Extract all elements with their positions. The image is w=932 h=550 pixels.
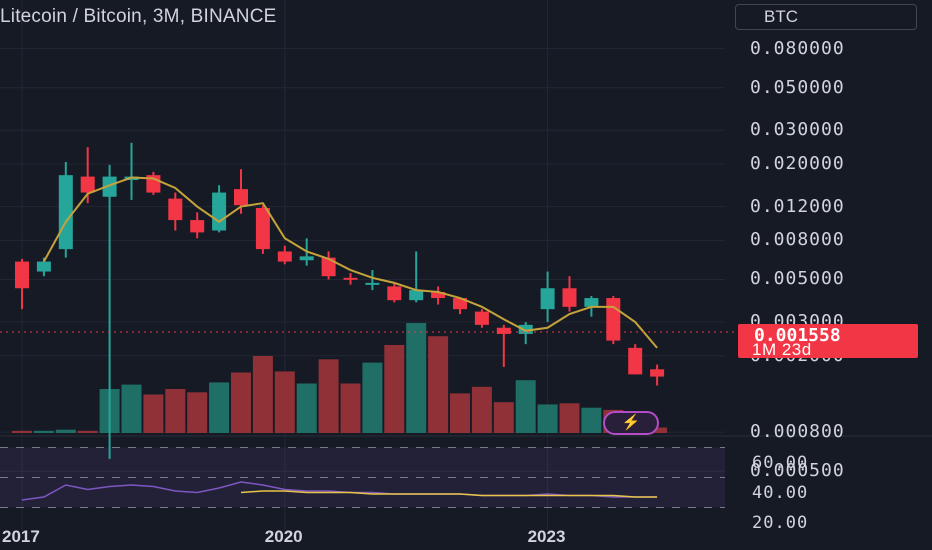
volume-bar xyxy=(362,362,383,433)
candle-body xyxy=(212,192,227,231)
rsi-band xyxy=(0,435,932,508)
time-tick-label: 2023 xyxy=(527,527,566,546)
candle-body xyxy=(453,298,467,310)
candle-body xyxy=(102,176,117,197)
candle-body xyxy=(190,220,205,233)
volume-bar xyxy=(77,430,98,433)
price-tick-label: 0.012000 xyxy=(750,195,845,217)
currency-button[interactable]: BTC xyxy=(735,4,917,30)
volume-bar xyxy=(296,383,317,433)
candle-body xyxy=(650,369,665,377)
volume-bar xyxy=(493,402,514,433)
rsi-tick-label: 40.00 xyxy=(752,482,809,503)
candle-body xyxy=(474,311,489,325)
volume-bar xyxy=(165,389,186,433)
candle-body xyxy=(562,288,577,307)
volume-bar xyxy=(121,384,142,433)
candle-body xyxy=(518,324,533,334)
candle-body xyxy=(36,261,51,272)
volume-bar xyxy=(187,392,208,433)
volume-bar xyxy=(471,386,492,433)
volume-bar xyxy=(559,403,580,433)
volume-bar xyxy=(581,407,602,433)
volume-bar xyxy=(55,429,76,433)
volume-bar xyxy=(428,336,449,433)
volume-bar xyxy=(209,382,230,433)
last-price-badge: 0.001558 1M 23d xyxy=(738,324,918,359)
candle-body xyxy=(234,189,248,206)
price-tick-label: 0.050000 xyxy=(750,76,845,98)
chart-title: Litecoin / Bitcoin, 3M, BINANCE xyxy=(0,6,277,27)
volume-bar xyxy=(537,404,558,433)
last-price-value: 0.001558 xyxy=(754,325,841,346)
price-tick-label: 0.000500 xyxy=(750,460,845,482)
price-tick-label: 0.080000 xyxy=(750,37,845,59)
rsi-ma-line xyxy=(240,490,658,498)
candle-body xyxy=(540,288,555,310)
time-tick-label: 2020 xyxy=(264,527,303,546)
rsi-band-fill xyxy=(0,447,725,508)
candle-body xyxy=(299,256,314,261)
flash-button[interactable]: ⚡ xyxy=(603,411,659,435)
candle-body xyxy=(584,298,599,307)
price-tick-label: 0.005000 xyxy=(750,268,845,290)
candle-body xyxy=(80,176,95,193)
volume-bar xyxy=(515,380,536,433)
volume-bar xyxy=(12,430,32,433)
volume-bar xyxy=(406,323,427,433)
candle-body xyxy=(15,261,29,289)
candle-body xyxy=(255,207,270,250)
volume-bar xyxy=(450,393,470,433)
price-tick-label: 0.030000 xyxy=(750,119,845,141)
candle-body xyxy=(168,198,183,221)
rsi-tick-label: 60.00 xyxy=(752,452,809,473)
volume-bar xyxy=(143,394,164,433)
candle-body xyxy=(365,282,380,285)
volume-bar xyxy=(33,430,54,433)
candle-body xyxy=(277,251,292,262)
volume-bar xyxy=(647,427,668,433)
price-tick-label: 0.000800 xyxy=(750,421,845,443)
moving-average xyxy=(43,176,658,349)
ma-line xyxy=(43,176,658,349)
lightning-bolt-icon: ⚡ xyxy=(621,414,641,431)
volume-bar xyxy=(231,372,251,433)
candle-body xyxy=(58,175,73,250)
volume-bar xyxy=(252,356,273,433)
candle-body xyxy=(409,290,424,301)
rsi-tick-label: 20.00 xyxy=(752,512,809,533)
candle-body xyxy=(628,347,643,375)
price-tick-label: 0.008000 xyxy=(750,229,845,251)
volume-bar xyxy=(274,371,295,433)
rsi-indicator xyxy=(21,481,658,501)
candle-body xyxy=(496,327,511,334)
price-tick-label: 0.020000 xyxy=(750,153,845,175)
candle-body xyxy=(431,292,446,299)
volume-bar xyxy=(340,383,361,433)
candle-body xyxy=(343,277,358,280)
candle-body xyxy=(606,298,621,341)
time-tick-label: 2017 xyxy=(2,527,40,546)
candle-body xyxy=(387,286,402,301)
volume-bar xyxy=(318,359,339,433)
volume-bar xyxy=(384,345,405,433)
bar-countdown: 1M 23d xyxy=(752,340,812,359)
candle-body xyxy=(321,257,336,277)
volume-bars xyxy=(12,323,668,433)
